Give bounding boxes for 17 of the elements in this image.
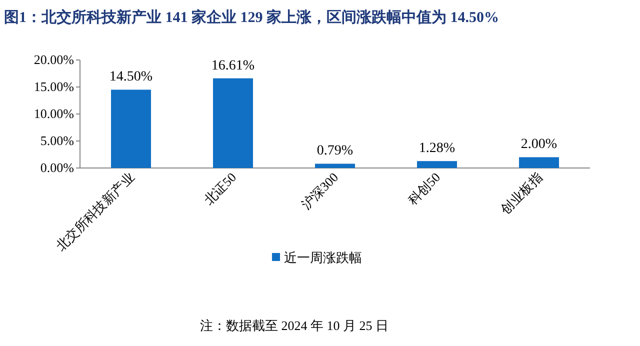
legend: 近一周涨跌幅 [272, 250, 362, 265]
x-tick-label: 创业板指 [498, 170, 546, 217]
data-label: 14.50% [109, 70, 153, 85]
data-label: 0.79% [316, 144, 354, 159]
title: 图1：北交所科技新产业 141 家企业 129 家上涨，区间涨跌幅中值为 14.50% [4, 10, 499, 26]
annotation: 注：数据截至 2024 年 10 月 25 日 [200, 318, 388, 333]
y-tick-label: 15.00% [34, 79, 74, 94]
y-tick-label: 0.00% [40, 160, 74, 175]
data-label: 1.28% [418, 141, 456, 156]
data-label: 2.00% [520, 137, 558, 152]
y-tick-label: 20.00% [34, 52, 74, 67]
y-tick-label: 10.00% [34, 106, 74, 121]
y-tick-label: 5.00% [40, 133, 74, 148]
x-tick-label: 北证50 [200, 170, 240, 208]
x-tick-label: 沪深300 [298, 170, 342, 212]
x-tick-label: 科创50 [404, 170, 444, 208]
data-label: 16.61% [211, 58, 255, 74]
